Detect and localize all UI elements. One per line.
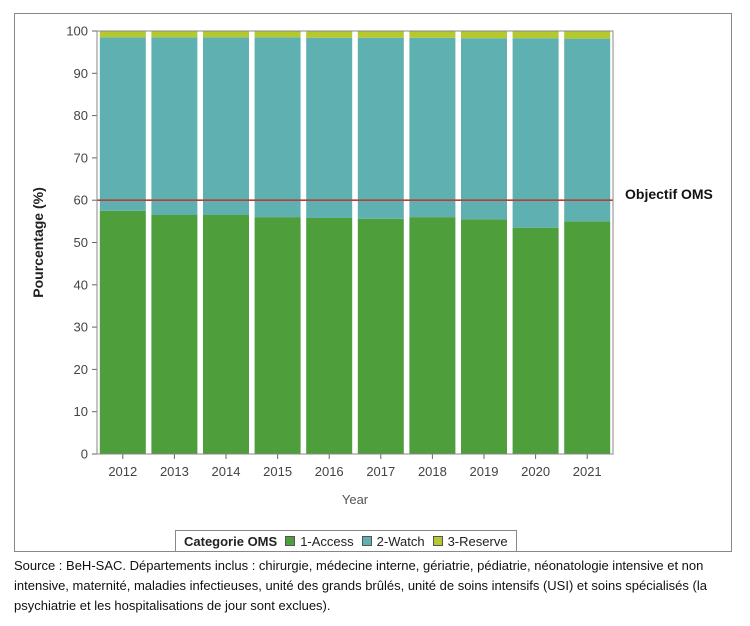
bar-2021-2-watch [564,38,611,222]
y-tick-label-100: 100 [66,24,88,39]
legend-item-access: 1-Access [285,533,354,549]
bar-2014-3-reserve [203,31,249,38]
x-tick-label-2015: 2015 [263,464,292,479]
x-tick-label-2016: 2016 [315,464,344,479]
legend-label-reserve: 3-Reserve [447,533,508,549]
y-tick-label-10: 10 [74,404,88,419]
y-axis-title: Pourcentage (%) [30,187,46,297]
x-axis: 2012 2013 2014 2015 2016 2017 2018 2019 2020 2021 [108,454,602,479]
y-tick-label-30: 30 [74,320,88,335]
y-tick-label-20: 20 [74,362,88,377]
y-tick-label-50: 50 [74,235,88,250]
bar-2013-3-reserve [151,31,198,38]
bar-2013-2-watch [151,37,198,216]
legend-item-watch: 2-Watch [361,533,425,549]
x-tick-label-2018: 2018 [418,464,447,479]
legend-item-reserve: 3-Reserve [432,533,508,549]
bar-2015-3-reserve [254,31,301,38]
legend-label-watch: 2-Watch [376,533,425,549]
bar-2016-3-reserve [306,31,353,38]
legend-swatch-reserve [432,536,443,546]
bar-2016-1-access [306,217,353,454]
bar-2017-3-reserve [357,31,404,38]
y-tick-label-60: 60 [74,193,88,208]
plot-area-border [96,30,614,455]
x-tick-label-2012: 2012 [108,464,137,479]
y-axis: 0 10 20 30 40 50 60 70 80 90 100 [66,24,97,462]
bar-2016-2-watch [306,37,353,218]
x-tick-label-2021: 2021 [573,464,602,479]
bar-2020-3-reserve [512,31,559,39]
bar-2015-2-watch [254,37,301,218]
legend-swatch-watch [361,536,372,546]
source-note: Source : BeH-SAC. Départements inclus : … [14,558,707,613]
bar-2021-3-reserve [564,31,611,39]
y-tick-label-80: 80 [74,108,88,123]
bar-2014-1-access [203,215,249,454]
x-tick-label-2013: 2013 [160,464,189,479]
y-tick-label-90: 90 [74,66,88,81]
bar-2017-2-watch [357,37,404,219]
bar-2018-3-reserve [409,31,456,38]
y-tick-label-40: 40 [74,277,88,292]
bar-2021-1-access [564,221,611,454]
x-tick-label-2019: 2019 [470,464,499,479]
bar-2020-2-watch [512,38,559,228]
bar-2013-1-access [151,215,198,454]
bar-2014-2-watch [203,37,249,216]
y-tick-label-0: 0 [81,447,88,462]
x-tick-label-2020: 2020 [521,464,550,479]
bar-2012-1-access [99,210,146,454]
legend-label-access: 1-Access [300,533,354,549]
bar-2018-1-access [409,217,456,454]
bar-2019-3-reserve [461,31,507,39]
legend-title: Categorie OMS [184,533,278,549]
bar-2019-1-access [461,219,507,454]
reference-line-label: Objectif OMS [625,186,713,202]
x-axis-title: Year [342,492,369,507]
bar-2018-2-watch [409,37,456,218]
chart-frame: 0 10 20 30 40 50 60 70 80 90 100 2012 2013 2014 2015 2… [14,13,732,552]
x-tick-label-2017: 2017 [366,464,395,479]
bar-2015-1-access [254,217,301,454]
y-tick-label-70: 70 [74,150,88,165]
bar-2012-3-reserve [99,31,146,38]
x-tick-label-2014: 2014 [212,464,241,479]
bar-2017-1-access [357,218,404,454]
bar-2019-2-watch [461,38,507,220]
bar-2012-2-watch [99,37,146,211]
legend-swatch-access [285,536,296,546]
bars-layer [99,31,611,454]
legend: Categorie OMS 1-Access 2-Watch 3-Reserve [175,530,517,552]
bar-2020-1-access [512,227,559,454]
